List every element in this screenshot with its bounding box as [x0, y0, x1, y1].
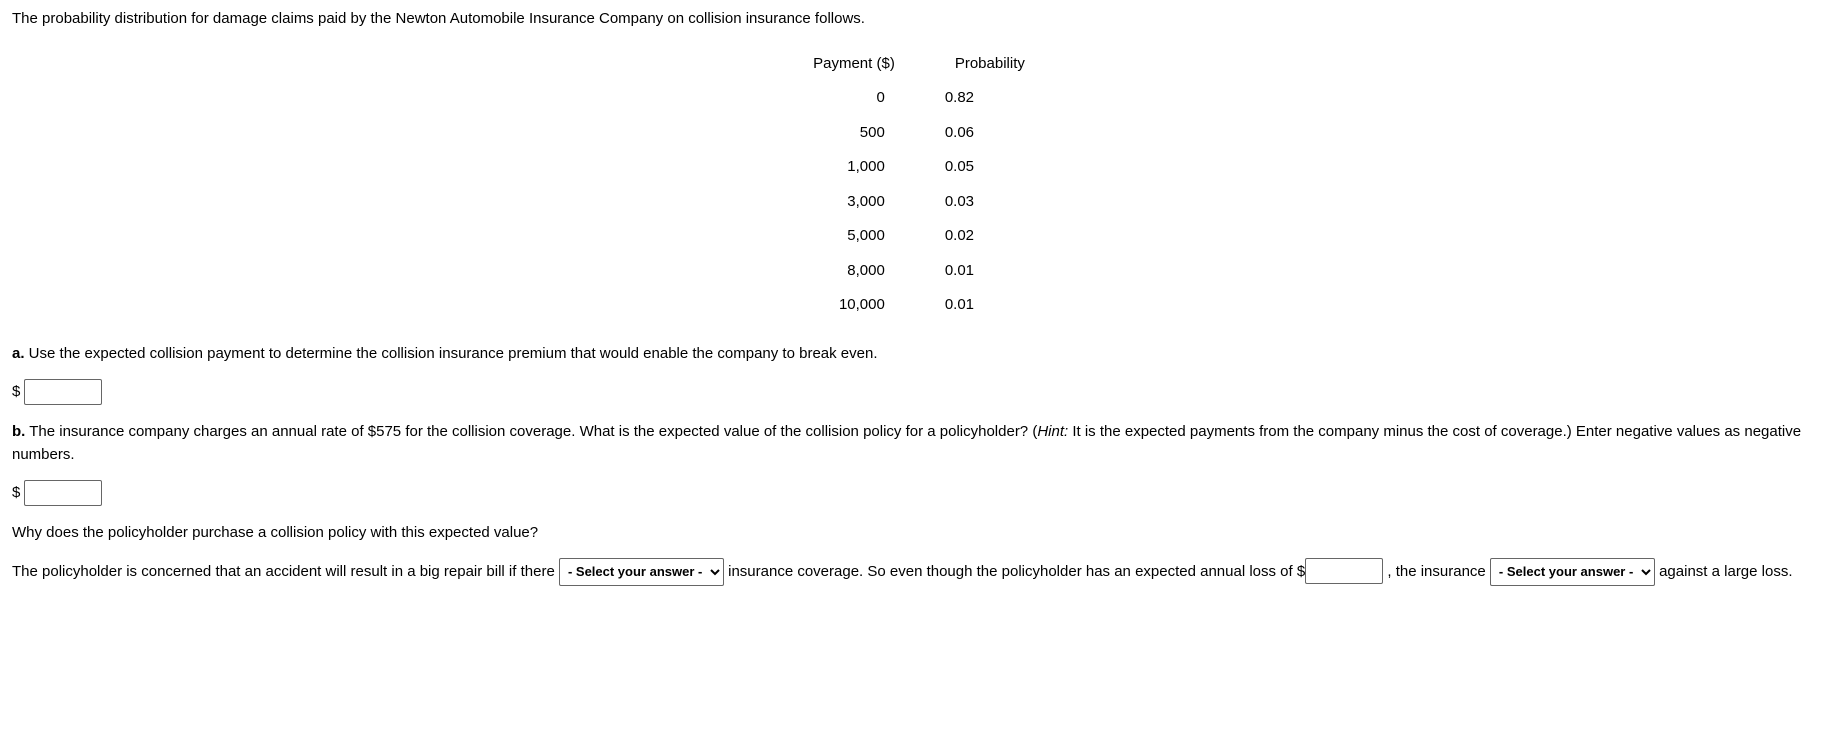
- followup-question: Why does the policyholder purchase a col…: [12, 522, 1826, 545]
- table-row: 10,0000.01: [783, 288, 1055, 323]
- part-b: b. The insurance company charges an annu…: [12, 421, 1826, 466]
- payment-cell: 8,000: [783, 254, 925, 289]
- table-row: 5000.06: [783, 116, 1055, 151]
- currency-prefix-a: $: [12, 381, 20, 404]
- part-b-seg1: The insurance company charges an annual …: [25, 423, 1037, 440]
- payment-cell: 0: [783, 81, 925, 116]
- probability-cell: 0.06: [925, 116, 1055, 151]
- flow-seg3: , the insurance: [1383, 563, 1490, 580]
- select-coverage[interactable]: - Select your answer -: [559, 558, 724, 586]
- table-row: 00.82: [783, 81, 1055, 116]
- flow-seg2: insurance coverage. So even though the p…: [728, 563, 1305, 580]
- part-b-hint-label: Hint:: [1037, 423, 1068, 440]
- col-header-payment: Payment ($): [783, 47, 925, 82]
- part-a-text: Use the expected collision payment to de…: [25, 345, 878, 362]
- table-row: 8,0000.01: [783, 254, 1055, 289]
- part-a-label: a.: [12, 345, 25, 362]
- part-a-answer-row: $: [12, 379, 1826, 405]
- part-b-answer-row: $: [12, 480, 1826, 506]
- currency-prefix-b: $: [12, 482, 20, 505]
- table-row: 1,0000.05: [783, 150, 1055, 185]
- payment-cell: 3,000: [783, 185, 925, 220]
- col-header-probability: Probability: [925, 47, 1055, 82]
- fill-in-sentence: The policyholder is concerned that an ac…: [12, 555, 1826, 588]
- table-row: 5,0000.02: [783, 219, 1055, 254]
- flow-seg4: against a large loss.: [1659, 563, 1792, 580]
- table-row: 3,0000.03: [783, 185, 1055, 220]
- probability-cell: 0.82: [925, 81, 1055, 116]
- loss-amount-input[interactable]: [1305, 558, 1383, 584]
- payment-cell: 10,000: [783, 288, 925, 323]
- distribution-table: Payment ($) Probability 00.825000.061,00…: [783, 47, 1055, 323]
- probability-cell: 0.03: [925, 185, 1055, 220]
- flow-seg1: The policyholder is concerned that an ac…: [12, 563, 559, 580]
- payment-cell: 500: [783, 116, 925, 151]
- part-a-input[interactable]: [24, 379, 102, 405]
- probability-cell: 0.01: [925, 254, 1055, 289]
- probability-cell: 0.05: [925, 150, 1055, 185]
- part-b-input[interactable]: [24, 480, 102, 506]
- probability-cell: 0.02: [925, 219, 1055, 254]
- intro-text: The probability distribution for damage …: [12, 8, 1826, 31]
- part-a: a. Use the expected collision payment to…: [12, 343, 1826, 366]
- payment-cell: 5,000: [783, 219, 925, 254]
- part-b-label: b.: [12, 423, 25, 440]
- select-protects[interactable]: - Select your answer -: [1490, 558, 1655, 586]
- payment-cell: 1,000: [783, 150, 925, 185]
- probability-cell: 0.01: [925, 288, 1055, 323]
